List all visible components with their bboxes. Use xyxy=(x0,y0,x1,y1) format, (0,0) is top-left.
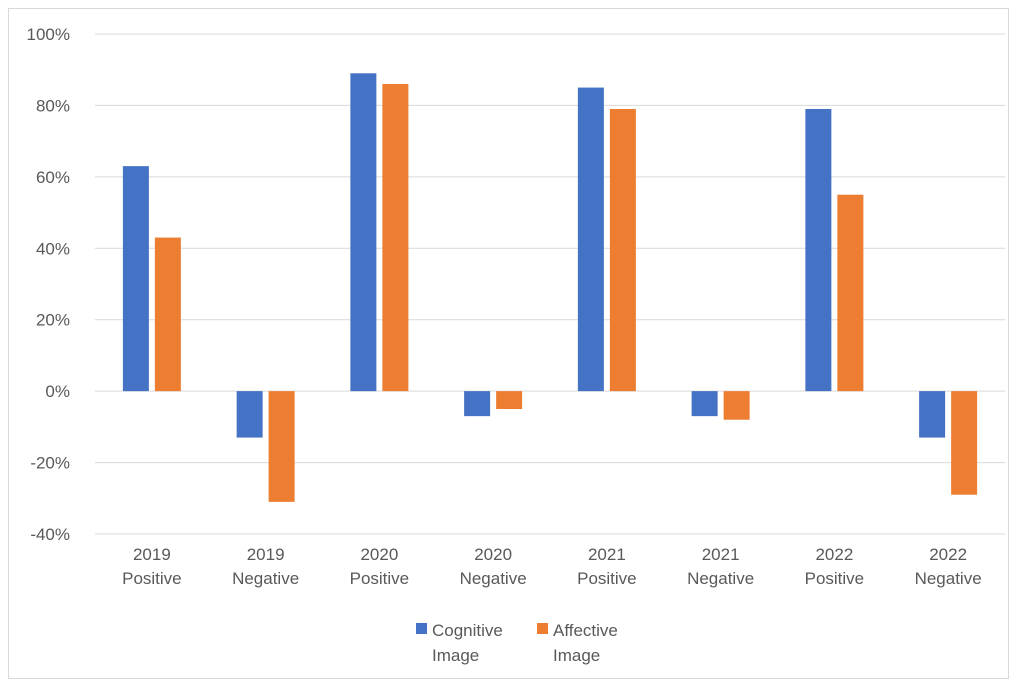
y-tick-label: -40% xyxy=(30,525,70,544)
bar-cognitive xyxy=(350,73,377,392)
x-tick-label: 2022 Negative xyxy=(915,545,982,588)
x-tick-label: 2020 Negative xyxy=(460,545,527,588)
bar-cognitive xyxy=(691,391,718,417)
x-tick-label: 2021 Positive xyxy=(577,545,637,588)
y-tick-label: 60% xyxy=(36,168,70,187)
gridlines xyxy=(95,33,1005,535)
legend-swatch xyxy=(416,623,427,634)
bar-cognitive xyxy=(805,109,832,392)
bar-affective xyxy=(496,391,523,409)
x-tick-label: 2019 Positive xyxy=(122,545,182,588)
x-tick-label: 2021 Negative xyxy=(687,545,754,588)
bar-cognitive xyxy=(236,391,263,438)
bar-affective xyxy=(723,391,750,420)
legend-label: Cognitive Image xyxy=(432,621,503,665)
x-tick-label: 2020 Positive xyxy=(350,545,410,588)
bar-affective xyxy=(154,237,181,392)
y-tick-label: 40% xyxy=(36,239,70,258)
y-tick-label: 80% xyxy=(36,96,70,115)
legend: Cognitive Image Affective Image xyxy=(416,621,618,665)
bar-affective xyxy=(382,84,409,392)
y-axis-ticks: -40% -20% 0% 20% 40% 60% 80% 100% xyxy=(27,25,70,544)
y-tick-label: 100% xyxy=(27,25,70,44)
bar-affective xyxy=(837,194,864,392)
legend-label: Affective Image xyxy=(553,621,618,665)
bar-cognitive xyxy=(919,391,946,438)
legend-swatch xyxy=(537,623,548,634)
bar-cognitive xyxy=(464,391,491,417)
x-tick-label: 2022 Positive xyxy=(805,545,865,588)
bar-affective xyxy=(268,391,295,502)
y-tick-label: -20% xyxy=(30,454,70,473)
x-tick-label: 2019 Negative xyxy=(232,545,299,588)
bar-cognitive xyxy=(122,166,149,392)
bars xyxy=(122,73,978,502)
bar-affective xyxy=(609,109,636,392)
y-tick-label: 0% xyxy=(45,382,70,401)
x-axis-ticks: 2019 Positive 2019 Negative 2020 Positive 2020… xyxy=(122,545,982,588)
bar-cognitive xyxy=(577,87,604,392)
bar-affective xyxy=(951,391,978,495)
y-tick-label: 20% xyxy=(36,311,70,330)
